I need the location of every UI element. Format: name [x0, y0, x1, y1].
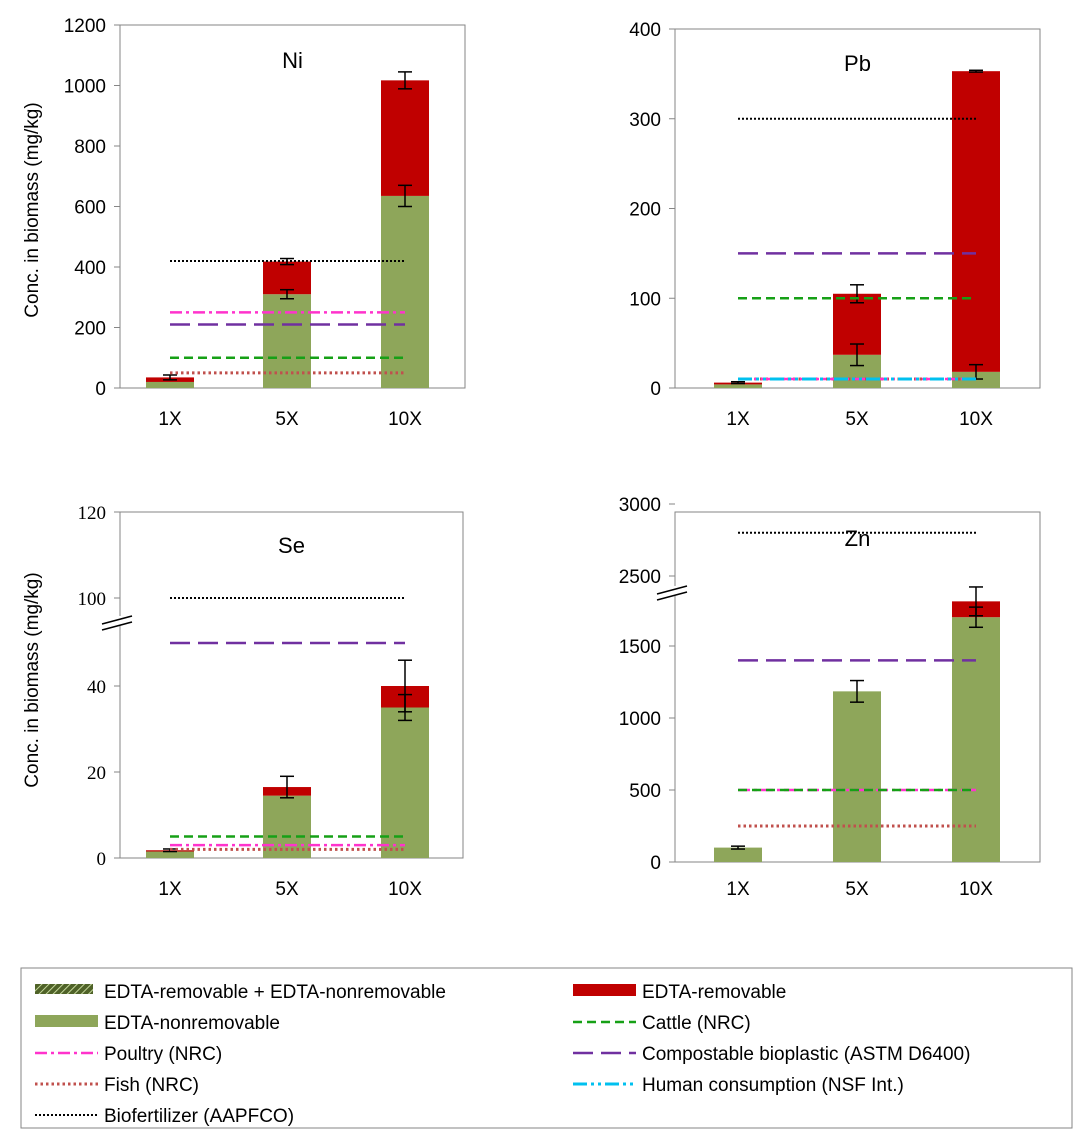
y-tick-label: 600	[74, 198, 106, 219]
axis-break-mark	[101, 621, 133, 631]
bar-nonremovable	[833, 691, 881, 862]
y-tick-label: 2500	[619, 567, 661, 588]
bar-removable	[381, 80, 429, 196]
legend-label: Poultry (NRC)	[104, 1044, 222, 1065]
chart-panel-ni: 0 200 400 600 800 1000 1200 1X 5X 10X Ni	[64, 16, 466, 430]
legend-item-edta-removable-edta-nonremovable: EDTA-removable + EDTA-nonremovable	[35, 982, 446, 1003]
y-tick-label: 1000	[64, 77, 106, 98]
y-tick-label: 200	[74, 319, 106, 340]
bar-nonremovable	[146, 381, 194, 388]
y-tick-label: 500	[629, 781, 661, 802]
legend-label: Cattle (NRC)	[642, 1013, 751, 1034]
legend-swatch	[573, 984, 636, 996]
bar-nonremovable	[381, 195, 429, 388]
x-tick-label: 5X	[275, 409, 299, 430]
chart-panel-zn: 0 500 1000 1500 2500 3000 1X 5X 10X Zn	[619, 495, 1041, 900]
legend-swatch	[35, 1015, 98, 1027]
y-tick-label: 40	[87, 677, 106, 698]
axis-break-mark	[101, 615, 133, 625]
legend-label: Fish (NRC)	[104, 1075, 199, 1096]
panel-title: Zn	[845, 526, 871, 551]
y-tick-label: 100	[78, 589, 107, 610]
bar-nonremovable	[263, 795, 311, 858]
legend-box	[20, 967, 1073, 1129]
x-tick-label: 10X	[388, 879, 422, 900]
x-tick-label: 10X	[959, 409, 993, 430]
legend-item-biofertilizer-aapfco: Biofertilizer (AAPFCO)	[35, 1106, 294, 1127]
chart-panel-pb: 0 100 200 300 400 1X 5X 10X Pb	[629, 20, 1041, 430]
y-tick-label: 100	[629, 289, 661, 310]
x-tick-label: 10X	[959, 879, 993, 900]
y-tick-label: 20	[87, 763, 106, 784]
legend-item-cattle-nrc: Cattle (NRC)	[573, 1013, 751, 1034]
y-tick-label: 300	[629, 110, 661, 131]
legend-label: Compostable bioplastic (ASTM D6400)	[642, 1044, 970, 1065]
x-tick-label: 10X	[388, 409, 422, 430]
legend-item-human-consumption-nsf-int: Human consumption (NSF Int.)	[573, 1075, 904, 1096]
y-axis-label-bottom: Conc. in biomass (mg/kg)	[22, 572, 43, 787]
y-tick-label: 400	[74, 258, 106, 279]
y-tick-label: 1500	[619, 637, 661, 658]
x-tick-label: 1X	[158, 409, 182, 430]
legend-label: EDTA-removable	[642, 982, 786, 1003]
legend-label: EDTA-nonremovable	[104, 1013, 280, 1034]
panel-title: Se	[278, 533, 305, 558]
chart-panel-se: 0 20 40 100 120 1X 5X 10X Se	[78, 503, 464, 900]
legend-item-compostable-bioplastic-astm-d6400: Compostable bioplastic (ASTM D6400)	[573, 1044, 970, 1065]
legend-label: EDTA-removable + EDTA-nonremovable	[104, 982, 446, 1003]
bar-nonremovable	[146, 851, 194, 858]
axis-break-gap	[657, 586, 687, 596]
legend: EDTA-removable + EDTA-nonremovable EDTA-r…	[20, 967, 1073, 1129]
bar-nonremovable	[381, 707, 429, 858]
y-tick-label: 200	[629, 200, 661, 221]
panel-title: Pb	[844, 51, 871, 76]
y-axis-label-top: Conc. in biomass (mg/kg)	[22, 102, 43, 317]
y-tick-label: 0	[650, 853, 661, 874]
axis-break-mark	[656, 585, 688, 595]
legend-item-poultry-nrc: Poultry (NRC)	[35, 1044, 222, 1065]
x-tick-label: 5X	[845, 879, 869, 900]
y-tick-label: 1000	[619, 709, 661, 730]
bar-removable	[263, 261, 311, 295]
x-tick-label: 5X	[845, 409, 869, 430]
legend-label: Human consumption (NSF Int.)	[642, 1075, 904, 1096]
x-tick-label: 1X	[158, 879, 182, 900]
y-tick-label: 800	[74, 137, 106, 158]
panel-title: Ni	[282, 48, 303, 73]
legend-item-edta-removable: EDTA-removable	[573, 982, 786, 1003]
bar-removable	[952, 71, 1000, 372]
axis-break-mark	[656, 591, 688, 601]
y-tick-label: 400	[629, 20, 661, 41]
x-tick-label: 1X	[726, 409, 750, 430]
x-tick-label: 1X	[726, 879, 750, 900]
y-tick-label: 120	[78, 503, 107, 524]
legend-item-edta-nonremovable: EDTA-nonremovable	[35, 1013, 280, 1034]
y-tick-label: 0	[95, 379, 106, 400]
legend-label: Biofertilizer (AAPFCO)	[104, 1106, 294, 1127]
legend-swatch	[35, 984, 93, 994]
y-tick-label: 3000	[619, 495, 661, 516]
y-tick-label: 0	[650, 379, 661, 400]
x-tick-label: 5X	[275, 879, 299, 900]
y-tick-label: 0	[97, 849, 107, 870]
y-tick-label: 1200	[64, 16, 106, 37]
axis-break-gap	[102, 616, 132, 626]
bar-nonremovable	[714, 384, 762, 388]
legend-item-fish-nrc: Fish (NRC)	[35, 1075, 199, 1096]
bar-nonremovable	[714, 847, 762, 862]
bar-nonremovable	[952, 617, 1000, 862]
